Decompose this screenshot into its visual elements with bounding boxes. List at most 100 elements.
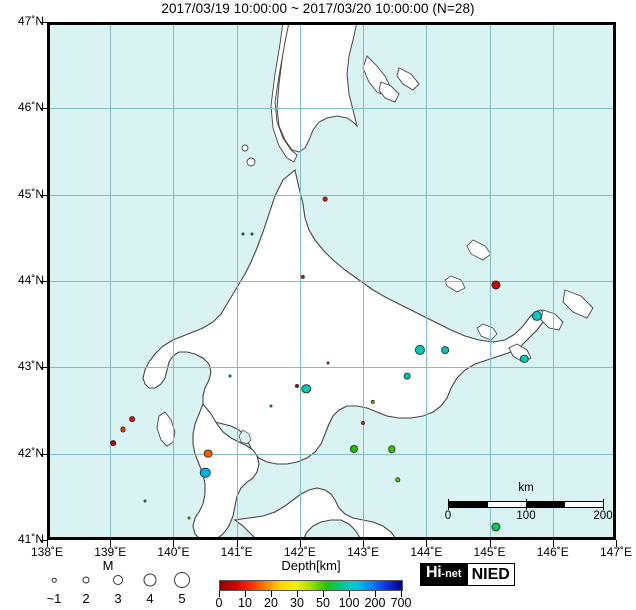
magnitude-legend-circle-4: [143, 573, 157, 587]
earthquake-marker[interactable]: [110, 440, 117, 447]
earthquake-marker[interactable]: [250, 232, 254, 236]
hinet-logo-text: Hi -net: [421, 564, 466, 585]
lon-tick-147: [616, 540, 617, 547]
lon-tick-139: [110, 540, 112, 547]
magnitude-legend-circle-3: [113, 575, 123, 585]
depth-colorbar-ticks: [219, 591, 403, 597]
magnitude-legend-label-2: 2: [82, 591, 90, 606]
depth-tick-30: [297, 591, 298, 597]
earthquake-marker[interactable]: [187, 516, 191, 520]
depth-legend: Depth[km] 0 10 20 30 50 100 200 700: [213, 558, 412, 610]
earthquake-layer: [47, 22, 616, 540]
earthquake-marker[interactable]: [349, 445, 358, 454]
earthquake-marker[interactable]: [370, 399, 375, 405]
depth-tick-label-30: 30: [290, 596, 304, 610]
depth-tick-label-10: 10: [238, 596, 252, 610]
depth-tick-label-0: 0: [215, 596, 223, 610]
scale-label-200: 200: [593, 510, 613, 522]
earthquake-marker[interactable]: [269, 404, 273, 408]
earthquake-marker[interactable]: [531, 310, 543, 321]
lon-tick-140: [173, 540, 175, 547]
logo-hi: Hi: [426, 564, 442, 581]
earthquake-marker[interactable]: [203, 449, 213, 459]
lat-tick-label-45: 45˚N: [17, 186, 44, 201]
lon-tick-141: [236, 540, 238, 547]
depth-colorbar: [219, 580, 403, 591]
earthquake-marker[interactable]: [129, 416, 136, 422]
gridline-lat-45: [47, 194, 616, 196]
depth-tick-200: [375, 591, 376, 597]
earthquake-marker[interactable]: [414, 344, 426, 356]
depth-tick-100: [349, 591, 350, 597]
gridline-lat-42: [47, 453, 616, 455]
earthquake-marker[interactable]: [395, 476, 401, 483]
lon-tick-label-142: 142˚E: [283, 545, 316, 559]
magnitude-legend-label-approx1: ~1: [46, 591, 62, 606]
magnitude-legend: M ~1 2 3 4 5: [18, 558, 198, 608]
earthquake-marker[interactable]: [301, 384, 311, 394]
earthquake-marker[interactable]: [143, 499, 147, 503]
map-plot[interactable]: km 0 100 200: [47, 22, 616, 540]
earthquake-marker[interactable]: [387, 445, 396, 454]
lon-tick-label-141: 141˚E: [220, 545, 253, 559]
earthquake-marker[interactable]: [120, 426, 126, 433]
earthquake-marker[interactable]: [241, 232, 245, 236]
scale-bar: km 0 100 200: [443, 482, 613, 524]
lat-tick-label-46: 46˚N: [17, 100, 44, 115]
depth-tick-0: [219, 591, 220, 597]
depth-tick-10: [245, 591, 246, 597]
gridline-lat-43: [47, 367, 616, 369]
magnitude-legend-label-5: 5: [178, 591, 186, 606]
earthquake-marker[interactable]: [326, 361, 330, 365]
earthquake-marker[interactable]: [199, 467, 211, 478]
depth-tick-label-100: 100: [338, 596, 360, 610]
lon-tick-146: [552, 540, 554, 547]
magnitude-legend-circle-approx1: [51, 577, 57, 583]
earthquake-marker[interactable]: [361, 421, 366, 426]
lat-tick-label-44: 44˚N: [17, 273, 44, 287]
depth-tick-label-50: 50: [316, 596, 330, 610]
scale-unit-label: km: [518, 482, 534, 494]
earthquake-marker[interactable]: [491, 522, 501, 532]
lon-tick-label-138: 138˚E: [30, 545, 64, 559]
lon-tick-144: [426, 540, 428, 547]
earthquake-marker[interactable]: [403, 372, 411, 380]
earthquake-marker[interactable]: [520, 354, 529, 363]
map-canvas: km 0 100 200: [47, 22, 616, 540]
depth-tick-label-20: 20: [264, 596, 278, 610]
lon-tick-label-143: 143˚E: [347, 545, 380, 559]
magnitude-legend-label-3: 3: [114, 591, 122, 606]
earthquake-marker[interactable]: [491, 280, 501, 290]
magnitude-legend-circle-2: [82, 576, 90, 584]
depth-tick-20: [271, 591, 272, 597]
earthquake-marker[interactable]: [228, 374, 232, 378]
lon-tick-label-144: 144˚E: [410, 545, 443, 559]
scale-label-0: 0: [444, 510, 452, 522]
lon-tick-143: [363, 540, 365, 547]
depth-tick-700: [401, 591, 402, 597]
lon-tick-label-145: 145˚E: [473, 545, 506, 559]
hinet-nied-logo: Hi -net NIED: [420, 563, 515, 586]
lat-tick-label-42: 42˚N: [17, 445, 44, 460]
earthquake-marker[interactable]: [300, 274, 306, 279]
earthquake-marker[interactable]: [294, 384, 299, 389]
earthquake-marker[interactable]: [322, 196, 328, 202]
lat-tick-label-41: 41˚N: [17, 532, 44, 546]
lon-tick-label-146: 146˚E: [536, 545, 569, 559]
magnitude-legend-title: M: [102, 558, 114, 573]
lat-tick-41: [40, 540, 48, 541]
earthquake-marker[interactable]: [441, 346, 450, 354]
logo-net: -net: [441, 568, 462, 580]
depth-tick-label-200: 200: [364, 596, 386, 610]
lat-tick-label-43: 43˚N: [17, 359, 44, 374]
lon-tick-142: [299, 540, 301, 547]
gridline-lat-46: [47, 108, 616, 110]
depth-tick-label-700: 700: [390, 596, 412, 610]
lon-tick-138: [47, 540, 48, 547]
lon-tick-145: [489, 540, 491, 547]
depth-tick-50: [323, 591, 324, 597]
page-title: 2017/03/19 10:00:00 ~ 2017/03/20 10:00:0…: [161, 1, 475, 16]
lon-tick-label-140: 140˚E: [157, 545, 190, 559]
gridline-lat-44: [47, 281, 616, 282]
lon-tick-label-147: 147˚E: [599, 545, 633, 559]
